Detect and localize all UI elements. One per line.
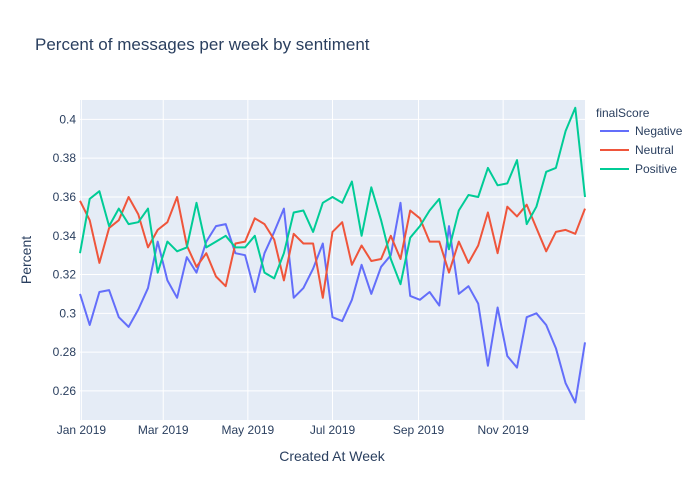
y-axis-ticks: 0.26 0.28 0.3 0.32 0.34 0.36 0.38 0.4 xyxy=(53,112,77,398)
legend-item-neutral: Neutral xyxy=(635,143,674,157)
legend: finalScore Negative Neutral Positive xyxy=(596,106,683,176)
x-tick-label: Mar 2019 xyxy=(138,423,189,437)
y-tick-label: 0.3 xyxy=(59,306,76,320)
x-tick-label: Jul 2019 xyxy=(310,423,356,437)
series-lines xyxy=(79,106,586,404)
x-axis-ticks: Jan 2019 Mar 2019 May 2019 Jul 2019 Sep 2019… xyxy=(57,423,529,437)
legend-item-negative: Negative xyxy=(635,124,683,138)
x-axis-title: Created At Week xyxy=(279,448,386,464)
y-tick-label: 0.4 xyxy=(59,112,76,126)
y-tick-label: 0.36 xyxy=(53,190,77,204)
y-tick-label: 0.38 xyxy=(53,151,77,165)
chart-title: Percent of messages per week by sentimen… xyxy=(35,35,370,54)
y-tick-label: 0.26 xyxy=(53,384,77,398)
series-line-negative xyxy=(79,201,586,404)
legend-title: finalScore xyxy=(596,106,650,120)
series-line-positive xyxy=(79,106,586,286)
y-tick-label: 0.34 xyxy=(53,229,77,243)
x-tick-label: May 2019 xyxy=(222,423,275,437)
legend-item-positive: Positive xyxy=(635,162,677,176)
series-line-neutral xyxy=(79,196,586,299)
x-tick-label: Jan 2019 xyxy=(57,423,107,437)
y-tick-label: 0.28 xyxy=(53,345,77,359)
y-axis-title: Percent xyxy=(18,236,34,284)
y-tick-label: 0.32 xyxy=(53,268,77,282)
x-tick-label: Nov 2019 xyxy=(477,423,529,437)
x-tick-label: Sep 2019 xyxy=(393,423,445,437)
